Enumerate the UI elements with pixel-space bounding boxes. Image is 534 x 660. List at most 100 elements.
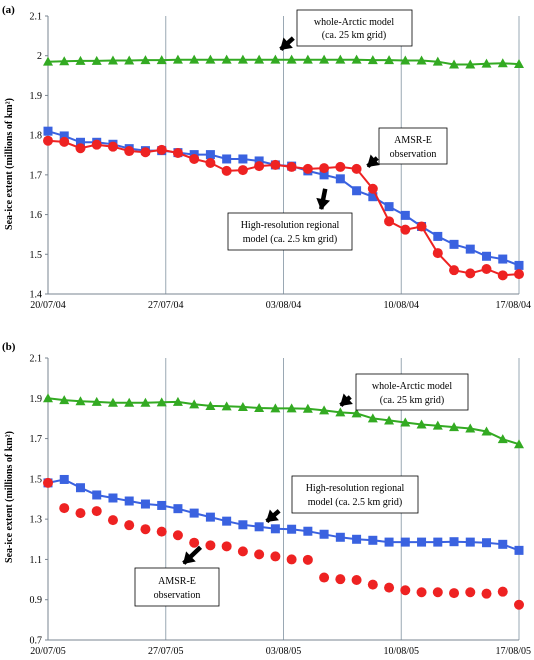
data-point-circle bbox=[351, 574, 362, 585]
data-point-square bbox=[270, 524, 280, 534]
data-point-circle bbox=[156, 526, 167, 537]
data-point-triangle bbox=[172, 396, 183, 406]
data-point-triangle bbox=[254, 402, 265, 412]
data-point-square bbox=[449, 239, 459, 249]
data-point-triangle bbox=[481, 58, 492, 68]
y-tick-label: 1.3 bbox=[30, 515, 43, 526]
x-ticks-a: 20/07/04 27/07/04 03/08/04 10/08/04 17/08/04 bbox=[30, 300, 531, 311]
data-point-circle bbox=[481, 263, 492, 274]
annotation-line: AMSR-E bbox=[158, 576, 196, 587]
data-point-triangle bbox=[221, 401, 232, 411]
data-point-circle bbox=[384, 216, 395, 227]
data-point-triangle bbox=[172, 54, 183, 64]
data-point-square bbox=[205, 512, 215, 522]
data-point-square bbox=[92, 490, 102, 500]
data-point-circle bbox=[91, 139, 102, 150]
data-point-square bbox=[384, 537, 394, 547]
data-point-circle bbox=[286, 161, 297, 172]
data-point-circle bbox=[205, 157, 216, 168]
data-point-triangle bbox=[465, 423, 476, 433]
data-point-circle bbox=[140, 147, 151, 158]
y-tick-label: 1.5 bbox=[30, 250, 43, 261]
panel-label-a: (a) bbox=[2, 4, 15, 16]
data-point-triangle bbox=[351, 54, 362, 64]
y-tick-label: 1.5 bbox=[30, 474, 43, 485]
axes-b bbox=[47, 358, 519, 641]
data-point-circle bbox=[237, 546, 248, 557]
data-point-square bbox=[108, 493, 118, 503]
arrows-a bbox=[279, 36, 380, 210]
annotation-line: (ca. 25 km grid) bbox=[322, 30, 386, 41]
annotation-whole-arctic-b: whole-Arctic model (ca. 25 km grid) bbox=[355, 373, 469, 411]
data-point-circle bbox=[107, 515, 118, 526]
data-point-circle bbox=[367, 579, 378, 590]
data-point-circle bbox=[172, 530, 183, 541]
data-point-square bbox=[140, 499, 150, 509]
y-tick-label: 2 bbox=[37, 51, 42, 62]
data-point-square bbox=[368, 192, 378, 202]
annotation-whole-arctic-a: whole-Arctic model (ca. 25 km grid) bbox=[296, 9, 413, 47]
data-point-triangle bbox=[302, 54, 313, 64]
data-point-circle bbox=[465, 268, 476, 279]
data-point-square bbox=[43, 126, 53, 136]
data-point-square bbox=[254, 156, 264, 166]
data-point-circle bbox=[367, 183, 378, 194]
data-point-triangle bbox=[514, 439, 524, 449]
data-point-triangle bbox=[254, 54, 265, 64]
data-point-triangle bbox=[270, 403, 281, 413]
data-point-circle bbox=[319, 163, 330, 174]
data-point-circle bbox=[449, 588, 460, 599]
data-point-circle bbox=[432, 587, 443, 598]
data-point-square bbox=[514, 545, 524, 555]
y-ticks-a: 1.4 1.5 1.6 1.7 1.8 1.9 2 2.1 bbox=[30, 12, 48, 301]
x-tick-label: 20/07/05 bbox=[30, 646, 66, 657]
data-point-square bbox=[482, 538, 492, 548]
data-point-triangle bbox=[497, 434, 508, 444]
data-point-square bbox=[433, 231, 443, 241]
y-tick-label: 2.1 bbox=[30, 354, 43, 365]
data-point-triangle bbox=[286, 403, 297, 413]
data-point-square bbox=[157, 500, 167, 510]
data-point-triangle bbox=[400, 55, 411, 65]
data-point-circle bbox=[59, 136, 70, 147]
data-point-circle bbox=[400, 224, 411, 235]
data-point-square bbox=[287, 524, 297, 534]
data-point-triangle bbox=[270, 54, 281, 64]
data-point-circle bbox=[221, 541, 232, 552]
annotation-highres-a: High-resolution regional model (ca. 2.5 … bbox=[227, 212, 353, 251]
data-point-triangle bbox=[43, 56, 53, 66]
data-point-triangle bbox=[107, 55, 118, 65]
data-point-square bbox=[498, 539, 508, 549]
data-point-triangle bbox=[189, 54, 200, 64]
data-point-circle bbox=[335, 161, 346, 172]
data-point-square bbox=[75, 137, 85, 147]
data-point-triangle bbox=[302, 403, 313, 413]
data-point-circle bbox=[75, 508, 86, 519]
data-point-circle bbox=[416, 587, 427, 598]
data-point-circle bbox=[43, 135, 53, 146]
data-point-circle bbox=[254, 161, 265, 172]
y-tick-label: 1.1 bbox=[30, 555, 43, 566]
data-point-square bbox=[449, 537, 459, 547]
data-point-circle bbox=[270, 551, 281, 562]
data-point-circle bbox=[302, 554, 313, 565]
chart-panel-a: (a) Sea-ice extent (millions of km²) 1.4… bbox=[2, 4, 531, 311]
data-point-triangle bbox=[59, 56, 70, 66]
data-point-square bbox=[303, 526, 313, 536]
y-tick-label: 0.9 bbox=[30, 595, 43, 606]
y-tick-label: 2.1 bbox=[30, 12, 43, 23]
data-point-triangle bbox=[432, 420, 443, 430]
x-tick-label: 17/08/05 bbox=[495, 646, 531, 657]
annotation-line: High-resolution regional bbox=[241, 220, 340, 231]
data-point-triangle bbox=[91, 396, 102, 406]
data-point-circle bbox=[497, 270, 508, 281]
data-point-triangle bbox=[335, 407, 346, 417]
data-point-circle bbox=[43, 477, 53, 488]
x-tick-label: 27/07/05 bbox=[148, 646, 184, 657]
y-tick-label: 0.7 bbox=[30, 636, 43, 647]
x-tick-label: 03/08/05 bbox=[266, 646, 302, 657]
data-point-circle bbox=[140, 524, 151, 535]
data-point-square bbox=[222, 516, 232, 526]
data-point-square bbox=[514, 260, 524, 270]
annotation-amsr-a: AMSR-E observation bbox=[378, 127, 448, 165]
